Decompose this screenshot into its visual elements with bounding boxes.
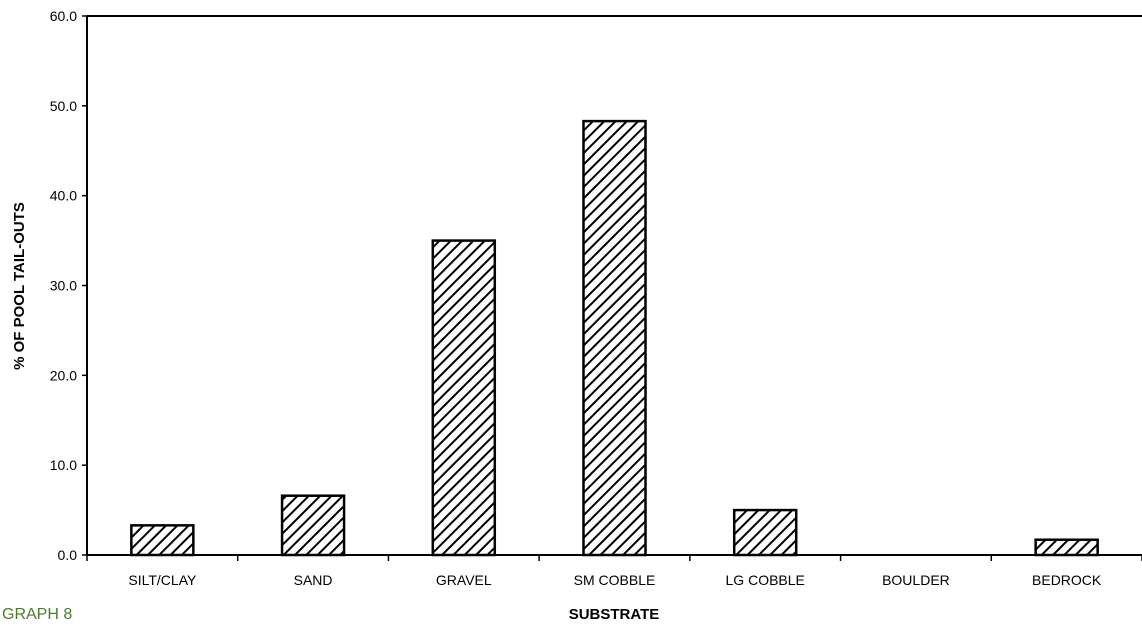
y-tick-label: 20.0	[50, 367, 77, 383]
y-tick-label: 10.0	[50, 457, 77, 473]
x-axis: SILT/CLAY SAND GRAVEL SM COBBLE LG COBBLE BOU…	[86, 555, 1142, 588]
y-axis-title: % OF POOL TAIL-OUTS	[11, 202, 28, 370]
x-tick-label: GRAVEL	[436, 572, 492, 588]
bars	[130, 119, 1099, 557]
x-tick-label: BOULDER	[882, 572, 950, 588]
y-tick-label: 40.0	[50, 188, 77, 204]
graph-caption: GRAPH 8	[2, 606, 73, 623]
y-tick-label: 30.0	[50, 278, 77, 294]
x-axis-title: SUBSTRATE	[569, 606, 660, 623]
x-tick-label: SM COBBLE	[574, 572, 656, 588]
y-tick-label: 50.0	[50, 98, 77, 114]
y-tick-label: 60.0	[50, 8, 77, 24]
bar	[130, 524, 195, 557]
bar	[431, 239, 497, 557]
x-tick-label: BEDROCK	[1032, 572, 1102, 588]
y-axis: 0.0 10.0 20.0 30.0 40.0 50.0 60.0	[50, 8, 87, 563]
x-tick-label: LG COBBLE	[726, 572, 805, 588]
bar	[732, 508, 798, 557]
bar	[280, 494, 346, 557]
bar	[1034, 538, 1099, 557]
x-tick-label: SILT/CLAY	[128, 572, 197, 588]
bar	[582, 119, 647, 557]
y-tick-label: 0.0	[58, 547, 78, 563]
x-tick-label: SAND	[294, 572, 333, 588]
